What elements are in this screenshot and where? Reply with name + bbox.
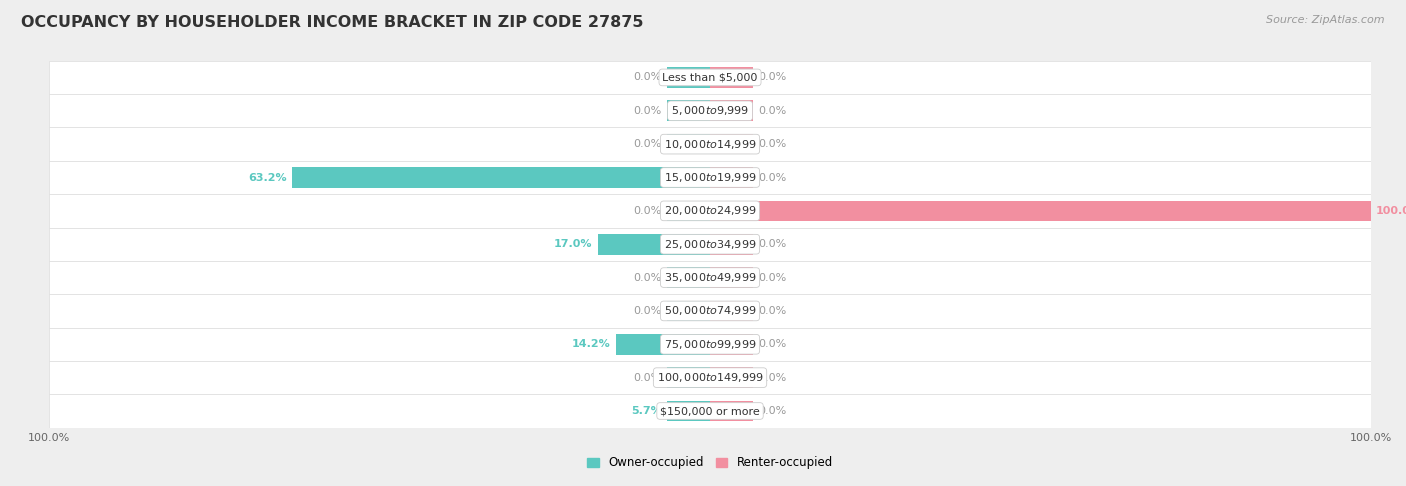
Bar [666, 134, 710, 155]
Bar [710, 101, 754, 121]
Text: 0.0%: 0.0% [634, 139, 662, 149]
FancyBboxPatch shape [49, 127, 1371, 161]
Text: $50,000 to $74,999: $50,000 to $74,999 [664, 304, 756, 317]
Text: 5.7%: 5.7% [631, 406, 662, 416]
Bar [666, 67, 710, 88]
Text: $35,000 to $49,999: $35,000 to $49,999 [664, 271, 756, 284]
FancyBboxPatch shape [49, 194, 1371, 227]
Text: Less than $5,000: Less than $5,000 [662, 72, 758, 83]
Text: 0.0%: 0.0% [634, 306, 662, 316]
Text: 0.0%: 0.0% [634, 72, 662, 83]
Text: 14.2%: 14.2% [572, 339, 610, 349]
Bar [710, 400, 754, 421]
Text: 100.0%: 100.0% [1376, 206, 1406, 216]
FancyBboxPatch shape [49, 394, 1371, 428]
FancyBboxPatch shape [49, 94, 1371, 127]
Text: $5,000 to $9,999: $5,000 to $9,999 [671, 104, 749, 117]
Bar [710, 300, 754, 321]
Bar [710, 267, 754, 288]
Bar [710, 234, 754, 255]
FancyBboxPatch shape [49, 328, 1371, 361]
Text: 17.0%: 17.0% [554, 239, 592, 249]
Text: 0.0%: 0.0% [758, 72, 786, 83]
FancyBboxPatch shape [49, 161, 1371, 194]
Text: 0.0%: 0.0% [634, 273, 662, 282]
Text: $150,000 or more: $150,000 or more [661, 406, 759, 416]
Text: OCCUPANCY BY HOUSEHOLDER INCOME BRACKET IN ZIP CODE 27875: OCCUPANCY BY HOUSEHOLDER INCOME BRACKET … [21, 15, 644, 30]
Text: 0.0%: 0.0% [758, 139, 786, 149]
Text: $10,000 to $14,999: $10,000 to $14,999 [664, 138, 756, 151]
Bar [666, 367, 710, 388]
FancyBboxPatch shape [49, 294, 1371, 328]
Text: $15,000 to $19,999: $15,000 to $19,999 [664, 171, 756, 184]
Text: 0.0%: 0.0% [758, 106, 786, 116]
Bar [710, 201, 1371, 221]
Bar [666, 101, 710, 121]
Text: $20,000 to $24,999: $20,000 to $24,999 [664, 204, 756, 217]
Legend: Owner-occupied, Renter-occupied: Owner-occupied, Renter-occupied [586, 456, 834, 469]
Bar [666, 267, 710, 288]
Text: 0.0%: 0.0% [758, 306, 786, 316]
Bar [666, 300, 710, 321]
Bar [710, 367, 754, 388]
FancyBboxPatch shape [49, 261, 1371, 294]
FancyBboxPatch shape [49, 227, 1371, 261]
FancyBboxPatch shape [49, 61, 1371, 94]
Text: 0.0%: 0.0% [758, 173, 786, 183]
Bar [616, 334, 710, 355]
Text: $100,000 to $149,999: $100,000 to $149,999 [657, 371, 763, 384]
Bar [710, 67, 754, 88]
Text: $25,000 to $34,999: $25,000 to $34,999 [664, 238, 756, 251]
Text: Source: ZipAtlas.com: Source: ZipAtlas.com [1267, 15, 1385, 25]
FancyBboxPatch shape [49, 361, 1371, 394]
Bar [598, 234, 710, 255]
Text: 0.0%: 0.0% [758, 339, 786, 349]
Bar [666, 400, 710, 421]
Text: 0.0%: 0.0% [634, 373, 662, 382]
Text: 0.0%: 0.0% [634, 206, 662, 216]
Text: 0.0%: 0.0% [758, 239, 786, 249]
Text: $75,000 to $99,999: $75,000 to $99,999 [664, 338, 756, 351]
Bar [666, 201, 710, 221]
Text: 63.2%: 63.2% [249, 173, 287, 183]
Bar [710, 134, 754, 155]
Bar [292, 167, 710, 188]
Text: 0.0%: 0.0% [634, 106, 662, 116]
Bar [710, 167, 754, 188]
Text: 0.0%: 0.0% [758, 273, 786, 282]
Bar [710, 334, 754, 355]
Text: 0.0%: 0.0% [758, 373, 786, 382]
Text: 0.0%: 0.0% [758, 406, 786, 416]
